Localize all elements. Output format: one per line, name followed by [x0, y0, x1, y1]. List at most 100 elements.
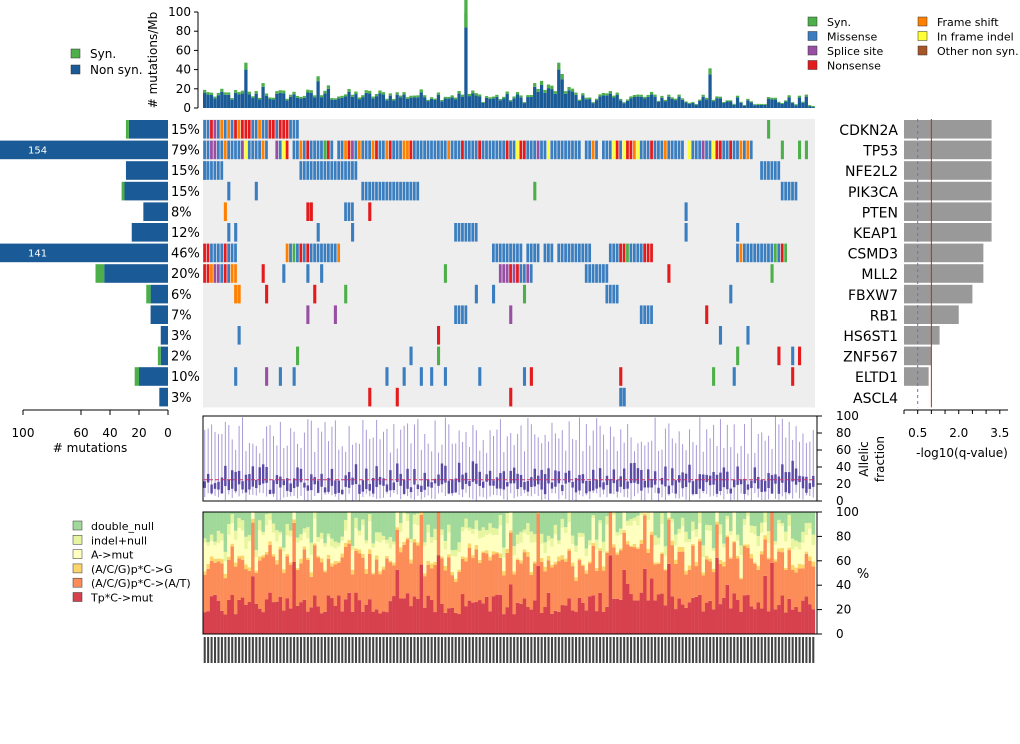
spectrum-bar-segment — [718, 524, 723, 535]
spectrum-bar-segment — [539, 512, 544, 534]
spectrum-bar-segment — [653, 562, 658, 565]
sample-label-mark — [647, 637, 650, 663]
burden-bar-nonsyn — [285, 100, 289, 108]
spectrum-bar-segment — [529, 531, 534, 543]
count-bar-nonsyn — [150, 305, 168, 324]
spectrum-bar-segment — [254, 512, 259, 551]
spectrum-bar-segment — [216, 561, 221, 602]
spectrum-bar-segment — [450, 572, 455, 576]
spectrum-bar-segment — [543, 571, 548, 608]
sample-label-mark — [217, 637, 220, 663]
spectrum-bar-segment — [605, 551, 609, 553]
spectrum-bar-segment — [295, 512, 300, 538]
mutation-cell — [509, 140, 512, 160]
spectrum-bar-segment — [450, 512, 455, 551]
burden-bar-syn — [230, 98, 234, 100]
burden-bar-syn — [759, 103, 764, 105]
burden-bar-nonsyn — [684, 102, 688, 108]
spectrum-bar-segment — [581, 512, 585, 534]
burden-bar-nonsyn — [742, 106, 747, 108]
spectrum-bar-segment — [340, 536, 345, 541]
mutation-cell — [636, 243, 640, 263]
spectrum-bar-segment — [251, 512, 255, 519]
mutation-cell — [234, 284, 238, 304]
mutation-cell — [622, 140, 626, 160]
burden-bar-syn — [670, 97, 674, 99]
spectrum-bar-segment — [484, 596, 489, 634]
burden-bar-syn — [488, 97, 492, 99]
spectrum-bar-segment — [656, 563, 661, 595]
spectrum-bar-segment — [708, 525, 713, 531]
spectrum-bar-segment — [615, 512, 620, 533]
mutation-cell — [533, 140, 537, 160]
qvalue-bar — [904, 367, 929, 386]
sample-label-mark — [262, 637, 265, 663]
spectrum-bar-segment — [405, 521, 410, 538]
spectrum-bar-segment — [649, 578, 654, 634]
af-box — [454, 478, 457, 493]
spectrum-bar-segment — [340, 553, 345, 558]
af-box — [402, 479, 406, 494]
spectrum-bar-segment — [701, 512, 706, 546]
spectrum-bar-segment — [649, 534, 654, 579]
mut-legend-swatch — [807, 16, 818, 27]
mutation-cell — [296, 120, 299, 139]
mutation-cell — [320, 140, 323, 160]
spectrum-bar-segment — [254, 570, 259, 573]
mutation-cell — [736, 243, 739, 263]
sample-label-mark — [475, 637, 478, 663]
mutation-cell — [450, 140, 454, 160]
spectrum-bar-segment — [319, 562, 324, 614]
spectrum-bar-segment — [268, 513, 272, 520]
spectrum-bar-segment — [471, 528, 475, 534]
burden-bar-syn — [698, 99, 702, 101]
spectrum-bar-segment — [319, 512, 324, 533]
qvalue-bar — [904, 284, 973, 304]
af-box — [306, 485, 310, 491]
af-box — [763, 480, 767, 492]
spectrum-bar-segment — [337, 542, 341, 547]
spectrum-bar-segment — [423, 542, 427, 547]
af-box — [351, 477, 354, 485]
spectrum-bar-segment — [337, 595, 341, 634]
spectrum-bar-segment — [350, 546, 355, 551]
mut-legend-label: Frame shift — [937, 16, 999, 29]
mutation-cell — [203, 140, 206, 160]
spectrum-bar-segment — [203, 538, 207, 543]
burden-bar-syn — [343, 94, 348, 97]
spectrum-bar-segment — [326, 558, 331, 596]
spectrum-bar-segment — [227, 559, 231, 600]
spectrum-bar-segment — [801, 542, 805, 565]
spectrum-bar-segment — [653, 600, 658, 634]
spectrum-bar-segment — [753, 526, 757, 535]
spectrum-bar-segment — [687, 541, 692, 566]
burden-bar-nonsyn — [302, 97, 306, 108]
spectrum-bar-segment — [233, 566, 238, 615]
spectrum-bar-segment — [409, 563, 413, 607]
mutation-cell — [739, 243, 743, 263]
spectrum-bar-segment — [416, 545, 420, 599]
gene-percent: 8% — [171, 205, 192, 220]
sample-label-mark — [385, 637, 388, 663]
mutation-cell — [770, 264, 774, 283]
spectrum-bar-segment — [275, 512, 279, 531]
spectrum-bar-segment — [378, 542, 382, 572]
spectrum-bar-segment — [309, 512, 314, 543]
mutation-cell — [271, 120, 275, 139]
mutation-cell — [337, 161, 341, 180]
burden-bar-nonsyn — [605, 95, 609, 108]
burden-bar-nonsyn — [261, 86, 265, 108]
sample-label-mark — [324, 637, 327, 663]
burden-bar-syn — [240, 90, 245, 94]
spectrum-bar-segment — [316, 536, 321, 542]
mutation-cell — [241, 120, 244, 139]
spectrum-bar-segment — [227, 524, 231, 535]
af-box — [354, 464, 358, 485]
mutation-cell — [619, 140, 622, 160]
spectrum-bar-segment — [588, 596, 592, 634]
spectrum-bar-segment — [381, 566, 386, 570]
spectrum-bar-segment — [660, 513, 664, 524]
sample-label-mark — [530, 637, 533, 663]
sample-label-mark — [736, 637, 739, 663]
spectrum-bar-segment — [742, 519, 747, 525]
